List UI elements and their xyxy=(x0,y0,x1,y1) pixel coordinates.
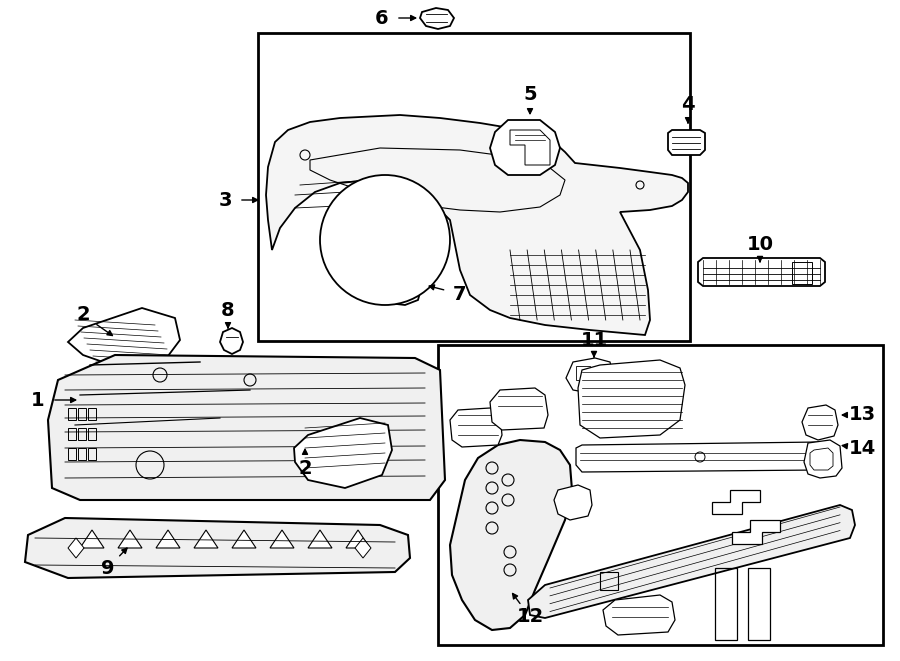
Polygon shape xyxy=(355,538,371,558)
Polygon shape xyxy=(232,530,256,548)
Bar xyxy=(68,428,76,440)
Bar xyxy=(388,278,402,292)
Polygon shape xyxy=(346,530,370,548)
Bar xyxy=(78,448,86,460)
Circle shape xyxy=(320,175,450,305)
Polygon shape xyxy=(365,265,422,305)
Bar xyxy=(576,366,590,380)
Bar xyxy=(88,408,96,420)
Polygon shape xyxy=(80,530,104,548)
Polygon shape xyxy=(194,530,218,548)
Bar xyxy=(68,448,76,460)
Polygon shape xyxy=(450,408,502,447)
Polygon shape xyxy=(566,358,614,394)
Bar xyxy=(78,428,86,440)
Polygon shape xyxy=(668,130,705,155)
Text: 8: 8 xyxy=(221,301,235,319)
Polygon shape xyxy=(490,388,548,430)
Bar xyxy=(258,33,690,341)
Bar xyxy=(68,408,76,420)
Bar xyxy=(438,345,883,645)
Polygon shape xyxy=(156,530,180,548)
Bar xyxy=(600,572,618,590)
Polygon shape xyxy=(712,490,760,514)
Bar xyxy=(792,262,812,284)
Polygon shape xyxy=(732,520,780,544)
Text: 6: 6 xyxy=(375,9,389,28)
Polygon shape xyxy=(266,115,688,335)
Text: 7: 7 xyxy=(454,284,467,303)
Text: 2: 2 xyxy=(76,305,90,325)
Polygon shape xyxy=(490,120,560,175)
Polygon shape xyxy=(578,360,685,438)
Polygon shape xyxy=(48,355,445,500)
Polygon shape xyxy=(698,258,825,286)
Text: 10: 10 xyxy=(746,235,773,254)
Text: 14: 14 xyxy=(849,438,876,457)
Text: 13: 13 xyxy=(849,405,876,424)
Text: 9: 9 xyxy=(101,559,115,578)
Text: 1: 1 xyxy=(32,391,45,410)
Text: 3: 3 xyxy=(218,190,232,210)
Polygon shape xyxy=(420,8,454,29)
Polygon shape xyxy=(450,440,572,630)
Bar xyxy=(88,448,96,460)
Text: 5: 5 xyxy=(523,85,536,104)
Polygon shape xyxy=(68,308,180,368)
Polygon shape xyxy=(118,530,142,548)
Polygon shape xyxy=(68,538,84,558)
Polygon shape xyxy=(804,440,842,478)
Polygon shape xyxy=(25,518,410,578)
Text: 11: 11 xyxy=(580,330,608,350)
Polygon shape xyxy=(270,530,294,548)
Polygon shape xyxy=(554,485,592,520)
Polygon shape xyxy=(294,418,392,488)
Bar xyxy=(748,568,770,640)
Polygon shape xyxy=(220,328,243,354)
Bar xyxy=(715,568,737,640)
Bar xyxy=(78,408,86,420)
Text: 12: 12 xyxy=(517,607,544,627)
Polygon shape xyxy=(576,442,826,472)
Text: 2: 2 xyxy=(298,459,311,477)
Polygon shape xyxy=(802,405,838,440)
Polygon shape xyxy=(308,530,332,548)
Text: 4: 4 xyxy=(681,95,695,114)
Polygon shape xyxy=(603,595,675,635)
Polygon shape xyxy=(528,505,855,618)
Bar xyxy=(88,428,96,440)
